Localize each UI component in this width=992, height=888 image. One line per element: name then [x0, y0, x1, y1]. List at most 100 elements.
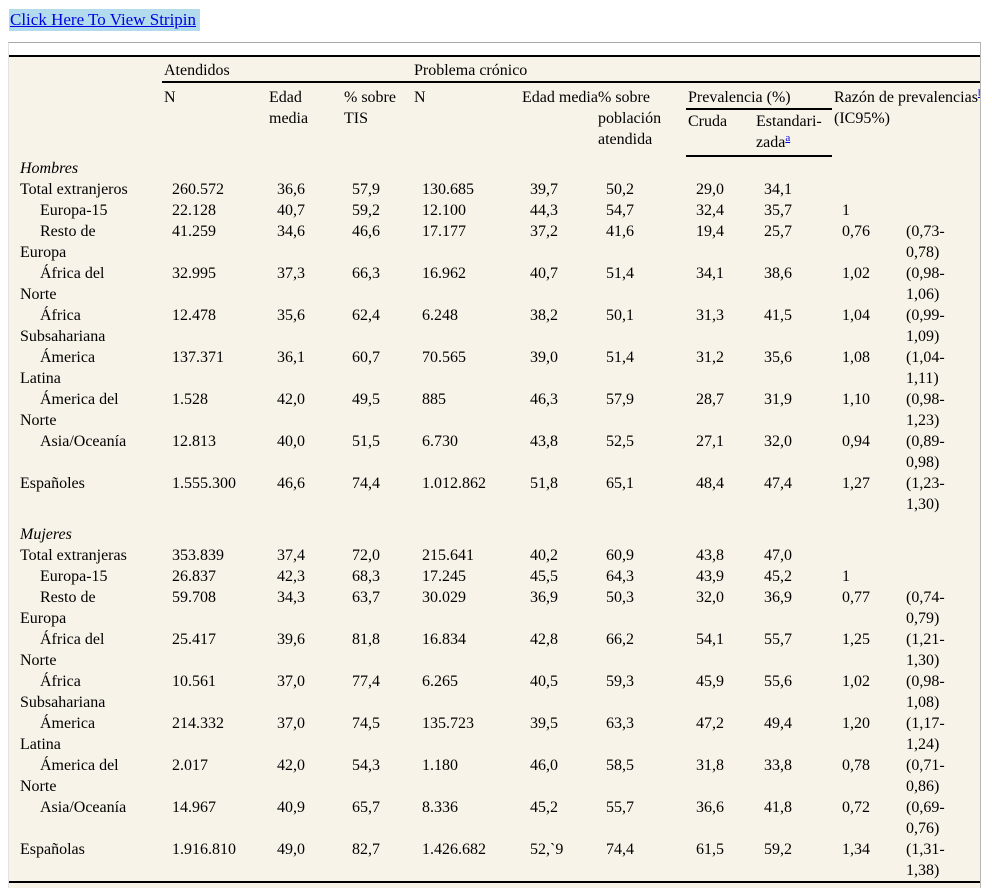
col-header-n-problema: N	[414, 89, 426, 106]
cell: 8.336	[422, 799, 458, 816]
table-sheet: Atendidos Problema crónico N Edad media …	[8, 42, 981, 888]
column-header-row: N Edad media % sobre TIS N Edad media % …	[9, 82, 980, 148]
cell: 31,8	[696, 757, 724, 774]
row-label: Ámerica Latina	[20, 715, 96, 753]
cell: 43,8	[530, 433, 558, 450]
cell: 65,7	[352, 799, 380, 816]
cell: (0,98- 1,06)	[906, 265, 945, 303]
row-label: Ámerica del Norte	[20, 757, 119, 795]
cell: 35,7	[764, 202, 792, 219]
cell: 46,6	[352, 223, 380, 240]
cell: 0,77	[842, 589, 870, 606]
cell: 55,7	[606, 799, 634, 816]
cell: 42,0	[277, 757, 305, 774]
cell: 72,0	[352, 547, 380, 564]
cell: 1,25	[842, 631, 870, 648]
cell: 215.641	[422, 547, 474, 564]
cell: (0,73- 0,78)	[906, 223, 945, 261]
footnote-b-link[interactable]: b	[978, 87, 980, 99]
cell: 40,0	[277, 433, 305, 450]
cell: (0,99- 1,09)	[906, 307, 945, 345]
cell: 38,2	[530, 307, 558, 324]
row-label: Asia/Oceanía	[40, 433, 127, 450]
cell	[904, 545, 980, 566]
cell: 44,3	[530, 202, 558, 219]
cell: 51,8	[530, 475, 558, 492]
cell: 60,7	[352, 349, 380, 366]
row-label: África Subsahariana	[20, 673, 106, 711]
cell: 65,1	[606, 475, 634, 492]
cell: 41,8	[764, 799, 792, 816]
cell: 36,9	[764, 589, 792, 606]
cell: 51,4	[606, 349, 634, 366]
col-header-pct-poblacion-atendida: % sobre población atendida	[598, 89, 662, 148]
footnote-a-link[interactable]: a	[785, 131, 791, 144]
cell: 22.128	[172, 202, 216, 219]
row-label: Asia/Oceanía	[40, 799, 127, 816]
cell: 12.100	[422, 202, 466, 219]
cell: 63,7	[352, 589, 380, 606]
view-stripin-link[interactable]: Click Here To View Stripin	[9, 9, 201, 31]
col-header-edad-media-atendidos: Edad media	[269, 89, 309, 127]
section-title: Hombres	[20, 160, 79, 177]
row-label: Ámerica del Norte	[20, 391, 119, 429]
cell	[832, 179, 904, 200]
cell: 42,8	[530, 631, 558, 648]
cell: 28,7	[696, 391, 724, 408]
cell: (0,89- 0,98)	[906, 433, 945, 471]
cell: 0,78	[842, 757, 870, 774]
row-label: Total extranjeros	[20, 181, 128, 198]
cell: 1,10	[842, 391, 870, 408]
cell: 52,`9	[530, 841, 564, 858]
cell: 37,3	[277, 265, 305, 282]
cell: 27,1	[696, 433, 724, 450]
cell: 36,9	[530, 589, 558, 606]
row-label: Total extranjeras	[20, 547, 127, 564]
cell: 43,8	[696, 547, 724, 564]
cell: 45,5	[530, 568, 558, 585]
cell: 74,5	[352, 715, 380, 732]
cell: 25,7	[764, 223, 792, 240]
row-label: Europa-15	[40, 202, 108, 219]
cell: 68,3	[352, 568, 380, 585]
cell: 50,1	[606, 307, 634, 324]
cell: 33,8	[764, 757, 792, 774]
table-row: Europa-15 22.128 40,7 59,2 12.100 44,3 54,7 32,…	[9, 200, 980, 221]
cell: 42,3	[277, 568, 305, 585]
cell: 74,4	[606, 841, 634, 858]
cell: 61,5	[696, 841, 724, 858]
cell: 36,6	[696, 799, 724, 816]
cell: 14.967	[172, 799, 216, 816]
table-row: Ámerica Latina 214.332 37,0 74,5 135.723 39,5…	[9, 713, 980, 755]
table-row: África del Norte 32.995 37,3 66,3 16.962 40,7…	[9, 263, 980, 305]
row-label: Europa-15	[40, 568, 108, 585]
cell: 1	[842, 202, 850, 219]
cell: 48,4	[696, 475, 724, 492]
cell: 0,72	[842, 799, 870, 816]
cell: 37,0	[277, 715, 305, 732]
cell: 2.017	[172, 757, 208, 774]
cell: 39,6	[277, 631, 305, 648]
cell: 35,6	[764, 349, 792, 366]
col-header-cruda: Cruda	[686, 109, 754, 157]
cell: 59.708	[172, 589, 216, 606]
cell: (1,23- 1,30)	[906, 475, 945, 513]
cell: 52,5	[606, 433, 634, 450]
cell: 6.248	[422, 307, 458, 324]
cell: 32,4	[696, 202, 724, 219]
row-label: Resto de Europa	[20, 223, 96, 261]
cell: 46,6	[277, 475, 305, 492]
cell: 46,3	[530, 391, 558, 408]
cell: 31,2	[696, 349, 724, 366]
cell	[904, 200, 980, 221]
cell: 41,6	[606, 223, 634, 240]
cell: 42,0	[277, 391, 305, 408]
row-label: Españoles	[20, 475, 85, 492]
row-label: África Subsahariana	[20, 307, 106, 345]
cell: 31,3	[696, 307, 724, 324]
group-header-atendidos: Atendidos	[162, 57, 412, 83]
cell: 885	[422, 391, 446, 408]
table-row: Ámerica del Norte 1.528 42,0 49,5 885 46,3 57,…	[9, 389, 980, 431]
cell: 34,1	[696, 265, 724, 282]
cell: 59,3	[606, 673, 634, 690]
